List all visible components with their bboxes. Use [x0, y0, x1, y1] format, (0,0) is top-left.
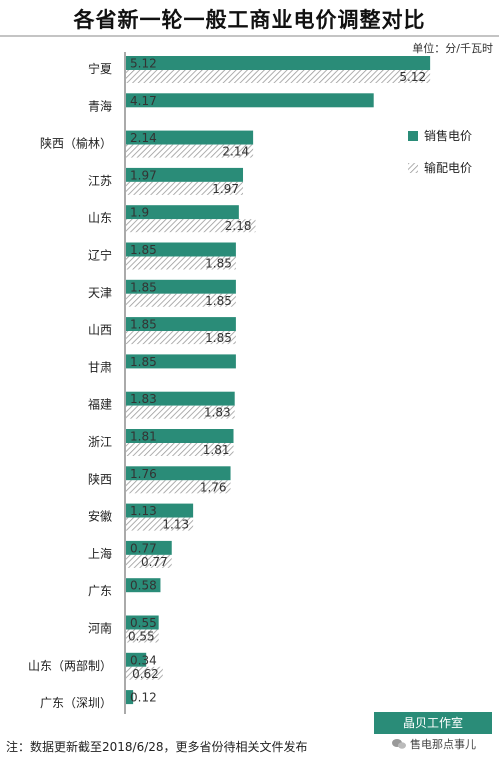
- category-label: 山西: [88, 323, 112, 337]
- sales-bar: [126, 242, 236, 257]
- legend-swatch-sales: [408, 131, 418, 141]
- sales-value-label: 1.9: [130, 206, 149, 220]
- transmission-bar: [126, 666, 163, 680]
- sales-bar: [126, 503, 194, 518]
- sales-value-label: 0.12: [130, 691, 157, 705]
- sales-bar: [126, 279, 236, 294]
- transmission-value-label: 1.85: [205, 257, 232, 271]
- watermark: 售电那点事儿: [392, 736, 476, 752]
- sales-bar: [126, 56, 431, 70]
- category-label: 山东: [88, 211, 112, 225]
- sales-value-label: 4.17: [130, 94, 157, 108]
- sales-value-label: 5.12: [130, 57, 157, 71]
- transmission-value-label: 5.12: [399, 70, 426, 84]
- category-label: 河南: [88, 621, 112, 636]
- transmission-value-label: 2.18: [225, 219, 252, 233]
- category-label: 浙江: [88, 435, 112, 449]
- category-label: 安徽: [88, 509, 112, 524]
- sales-bar: [126, 690, 134, 705]
- sales-bar: [126, 317, 236, 332]
- sales-value-label: 2.14: [130, 131, 157, 145]
- category-label: 江苏: [88, 174, 112, 188]
- studio-badge: 晶贝工作室: [374, 712, 492, 734]
- sales-value-label: 1.97: [130, 168, 157, 182]
- transmission-value-label: 1.97: [212, 182, 239, 196]
- sales-value-label: 1.85: [130, 243, 157, 257]
- transmission-bar: [126, 629, 159, 643]
- sales-value-label: 1.83: [130, 392, 157, 406]
- sales-bar: [126, 205, 239, 220]
- sales-bar: [126, 354, 236, 369]
- sales-bar: [126, 167, 244, 182]
- sales-value-label: 1.76: [130, 467, 157, 481]
- legend-swatch-transmission: [408, 163, 418, 173]
- transmission-value-label: 0.62: [132, 667, 159, 681]
- sales-bar: [126, 130, 254, 145]
- unit-label: 单位：分/千瓦时: [412, 42, 493, 55]
- sales-value-label: 0.77: [130, 541, 157, 555]
- sales-value-label: 0.55: [130, 616, 157, 630]
- category-label: 天津: [88, 286, 112, 300]
- sales-value-label: 1.13: [130, 504, 157, 518]
- legend-label-sales: 销售电价: [424, 128, 472, 143]
- transmission-value-label: 1.13: [162, 518, 189, 532]
- category-label: 上海: [88, 546, 112, 561]
- transmission-bar: [126, 554, 172, 568]
- transmission-bar: [126, 144, 254, 158]
- sales-value-label: 0.58: [130, 579, 157, 593]
- legend-label-transmission: 输配电价: [424, 160, 472, 175]
- category-label: 青海: [88, 98, 112, 113]
- category-label: 福建: [88, 397, 112, 412]
- sales-value-label: 0.34: [130, 653, 157, 667]
- transmission-bar: [126, 256, 236, 270]
- watermark-text: 售电那点事儿: [410, 738, 476, 751]
- transmission-value-label: 1.85: [205, 294, 232, 308]
- transmission-value-label: 1.76: [200, 480, 227, 494]
- transmission-value-label: 0.55: [128, 630, 155, 644]
- category-label: 山东（两部制）: [28, 658, 112, 673]
- chart-title: 各省新一轮一般工商业电价调整对比: [73, 8, 426, 32]
- sales-bar: [126, 652, 147, 667]
- transmission-bar: [126, 517, 194, 531]
- transmission-value-label: 2.14: [222, 145, 249, 159]
- transmission-value-label: 1.83: [204, 406, 231, 420]
- transmission-bar: [126, 181, 244, 195]
- category-label: 甘肃: [88, 360, 112, 374]
- sales-bar: [126, 615, 159, 630]
- transmission-bar: [126, 405, 235, 419]
- sales-value-label: 1.81: [130, 430, 157, 444]
- sales-bar: [126, 466, 231, 481]
- transmission-bar: [126, 443, 234, 456]
- footnote: 注：数据更新截至2018/6/28，更多省份待相关文件发布: [6, 740, 308, 754]
- sales-bar: [126, 93, 374, 108]
- category-label: 陕西: [88, 471, 112, 486]
- category-label: 辽宁: [88, 248, 112, 263]
- sales-value-label: 1.85: [130, 280, 157, 294]
- transmission-bar: [126, 331, 236, 345]
- transmission-bar: [126, 480, 231, 494]
- transmission-value-label: 0.77: [141, 555, 168, 569]
- transmission-value-label: 1.81: [203, 443, 230, 457]
- sales-value-label: 1.85: [130, 355, 157, 369]
- transmission-bar: [126, 219, 256, 233]
- sales-bar: [126, 391, 235, 406]
- category-label: 广东: [88, 584, 112, 598]
- category-label: 广东（深圳）: [40, 696, 112, 710]
- transmission-bar: [126, 293, 236, 307]
- transmission-value-label: 1.85: [205, 331, 232, 345]
- sales-bar: [126, 540, 172, 555]
- chat-icon: [392, 739, 406, 749]
- sales-bar: [126, 578, 161, 593]
- sales-value-label: 1.85: [130, 318, 157, 332]
- category-label: 陕西（榆林）: [40, 136, 112, 151]
- transmission-bar: [126, 70, 431, 83]
- sales-bar: [126, 429, 234, 443]
- category-label: 宁夏: [88, 61, 112, 76]
